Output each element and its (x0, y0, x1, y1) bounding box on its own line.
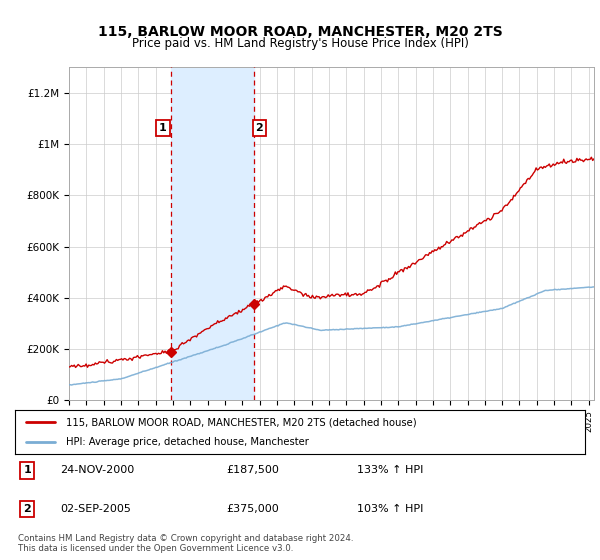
Text: 133% ↑ HPI: 133% ↑ HPI (357, 465, 424, 475)
Text: HPI: Average price, detached house, Manchester: HPI: Average price, detached house, Manc… (66, 437, 309, 447)
Text: Price paid vs. HM Land Registry's House Price Index (HPI): Price paid vs. HM Land Registry's House … (131, 37, 469, 50)
Text: £187,500: £187,500 (226, 465, 279, 475)
Text: 24-NOV-2000: 24-NOV-2000 (61, 465, 135, 475)
Text: 2: 2 (23, 504, 31, 514)
Text: 1: 1 (159, 123, 167, 133)
Text: 115, BARLOW MOOR ROAD, MANCHESTER, M20 2TS: 115, BARLOW MOOR ROAD, MANCHESTER, M20 2… (98, 25, 502, 39)
Text: 103% ↑ HPI: 103% ↑ HPI (357, 504, 424, 514)
Text: £375,000: £375,000 (226, 504, 278, 514)
Text: 1: 1 (23, 465, 31, 475)
Text: 02-SEP-2005: 02-SEP-2005 (61, 504, 131, 514)
Text: 2: 2 (256, 123, 263, 133)
Text: Contains HM Land Registry data © Crown copyright and database right 2024.
This d: Contains HM Land Registry data © Crown c… (18, 534, 353, 553)
Text: 115, BARLOW MOOR ROAD, MANCHESTER, M20 2TS (detached house): 115, BARLOW MOOR ROAD, MANCHESTER, M20 2… (66, 417, 417, 427)
Bar (171, 67, 254, 400)
